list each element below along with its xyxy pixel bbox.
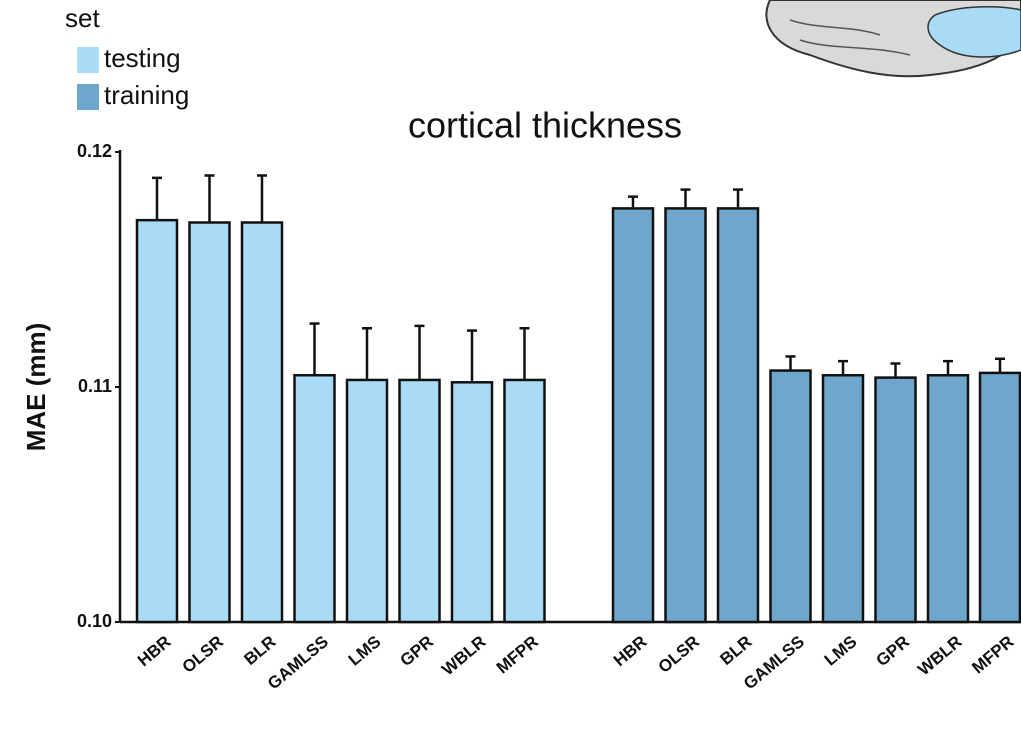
bar (771, 371, 811, 622)
bar (666, 208, 706, 622)
bar (876, 378, 916, 622)
legend-label: training (104, 80, 189, 110)
y-tick-label: 0.11 (78, 376, 112, 396)
x-tick-label: MFPR (493, 632, 542, 678)
x-tick-label: BLR (716, 632, 755, 669)
chart: set cortical thickness MAE (mm) 0.10 0.11… (0, 0, 1021, 743)
chart-title: cortical thickness (408, 105, 682, 146)
bar (452, 382, 492, 622)
x-tick-label: WBLR (914, 632, 965, 679)
y-tick-label: 0.10 (77, 611, 112, 631)
brain-illustration (766, 0, 1021, 76)
bar (190, 223, 230, 623)
bar (242, 223, 282, 623)
x-tick-label: HBR (610, 632, 650, 670)
x-tick-label: LMS (821, 632, 861, 670)
x-tick-label: MFPR (968, 632, 1017, 678)
bar (718, 208, 758, 622)
legend-label: testing (104, 43, 181, 73)
legend-swatch (77, 47, 99, 73)
legend-title: set (65, 3, 100, 33)
y-tick-label: 0.12 (77, 141, 112, 161)
x-tick-label: WBLR (438, 632, 489, 679)
bar (928, 375, 968, 622)
bar (980, 373, 1020, 622)
x-tick-label: HBR (134, 632, 174, 670)
bar (295, 375, 335, 622)
legend-swatch (77, 84, 99, 110)
bar (505, 380, 545, 622)
bar (347, 380, 387, 622)
x-tick-label: OLSR (655, 632, 703, 677)
x-tick-label: BLR (240, 632, 279, 669)
x-tick-label: LMS (345, 632, 385, 670)
bar (613, 208, 653, 622)
x-tick-label: GPR (873, 632, 913, 670)
y-axis-label: MAE (mm) (21, 323, 51, 452)
x-tick-label: OLSR (179, 632, 227, 677)
bar (823, 375, 863, 622)
x-tick-label: GPR (397, 632, 437, 670)
bar (137, 220, 177, 622)
bar (400, 380, 440, 622)
